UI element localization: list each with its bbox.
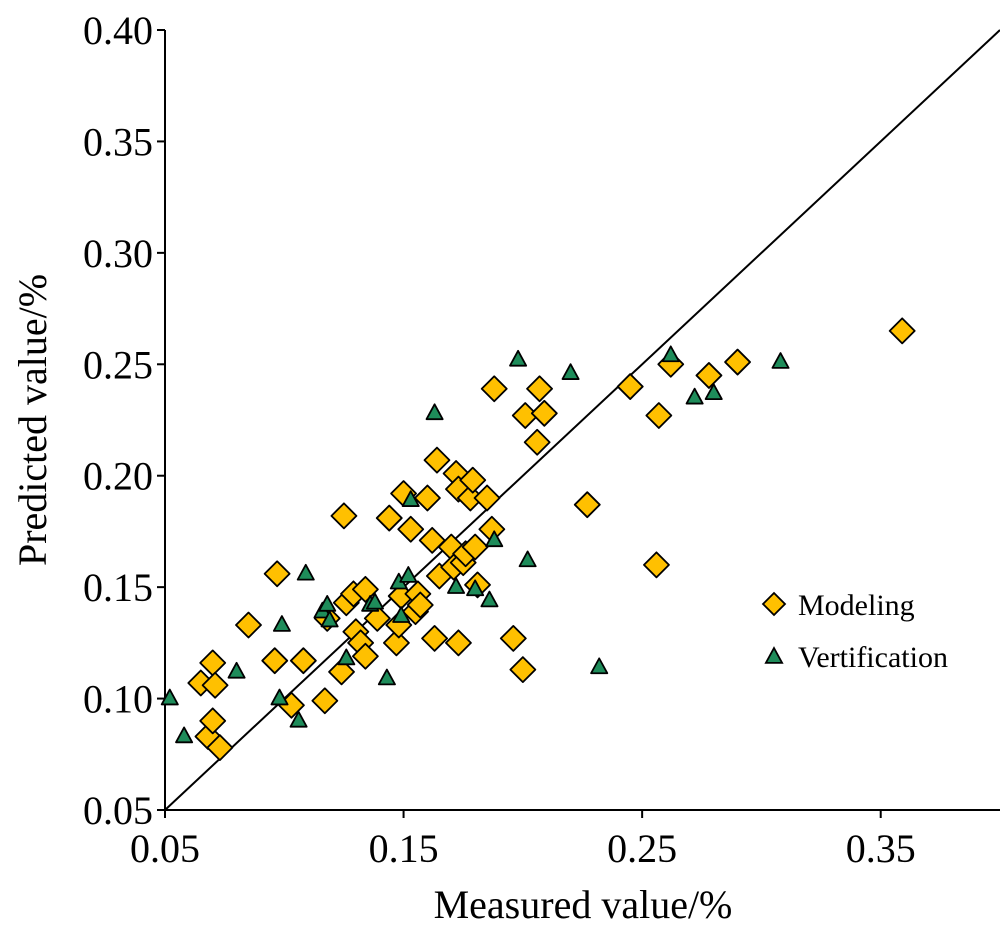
x-tick-label: 0.25 <box>607 826 677 871</box>
vertification-point <box>685 387 704 405</box>
x-tick-label: 0.35 <box>846 826 916 871</box>
y-tick-label: 0.15 <box>83 565 153 610</box>
legend-label-modeling: Modeling <box>798 589 915 622</box>
vertification-point <box>485 530 504 548</box>
vertification-point <box>320 610 339 628</box>
vertification-point <box>399 566 418 583</box>
vertification-point <box>466 579 485 597</box>
modeling-point <box>199 707 227 735</box>
vertification-point <box>509 349 528 367</box>
x-axis-title: Measured value/% <box>434 882 733 927</box>
vertification-point <box>175 726 194 744</box>
reference-line <box>164 29 1000 811</box>
modeling-point <box>206 734 234 761</box>
vertification-point <box>337 648 356 666</box>
y-tick-label: 0.40 <box>83 8 153 53</box>
vertification-point <box>272 615 291 632</box>
vertification-point <box>160 688 179 706</box>
modeling-point <box>473 484 501 512</box>
modeling-point <box>509 656 537 683</box>
modeling-point <box>888 317 916 345</box>
modeling-point <box>616 373 644 400</box>
vertification-point <box>447 577 466 594</box>
modeling-point <box>499 625 527 652</box>
modeling-point <box>530 399 558 427</box>
vertification-point <box>401 490 420 507</box>
modeling-point <box>383 629 410 657</box>
modeling-point <box>459 466 487 494</box>
modeling-point <box>397 515 425 543</box>
modeling-point <box>363 604 391 632</box>
y-tick-label: 0.25 <box>83 342 153 387</box>
modeling-point <box>351 642 379 670</box>
tick-labels-layer: 0.05 0.10 0.15 0.20 0.25 0.30 0.35 0.40 0.05 0.15… <box>83 8 916 871</box>
modeling-point <box>261 647 289 675</box>
y-tick-label: 0.05 <box>83 788 153 833</box>
vertification-point <box>561 363 580 380</box>
legend-label-vertification: Vertification <box>798 641 948 674</box>
vertification-point <box>227 661 246 679</box>
modeling-point <box>201 671 229 699</box>
modeling-point <box>421 625 448 652</box>
modeling-point <box>573 491 601 519</box>
modeling-point <box>643 551 670 579</box>
data-points-layer <box>160 317 916 761</box>
reference-line-layer <box>164 29 1000 811</box>
series-vertification <box>160 345 790 744</box>
modeling-point <box>526 375 553 403</box>
modeling-point <box>289 647 317 675</box>
modeling-point <box>724 348 751 376</box>
x-tick-label: 0.05 <box>130 826 200 871</box>
modeling-point <box>375 504 403 532</box>
vertification-point <box>365 592 384 610</box>
vertification-point <box>590 657 609 675</box>
vertification-point <box>289 710 308 728</box>
x-tick-label: 0.15 <box>369 826 439 871</box>
modeling-point <box>480 375 508 403</box>
modeling-point <box>423 446 451 474</box>
modeling-point <box>328 658 355 686</box>
vertification-point <box>270 688 289 706</box>
vertification-point <box>392 606 411 623</box>
modeling-point <box>414 484 441 512</box>
y-tick-label: 0.20 <box>83 454 153 499</box>
vertification-point <box>518 550 537 568</box>
modeling-point <box>645 402 673 429</box>
vertification-point <box>480 590 499 608</box>
vertification-point <box>377 668 396 686</box>
vertification-point <box>771 352 790 369</box>
modeling-point <box>445 629 472 657</box>
vertification-point <box>318 595 337 612</box>
y-tick-label: 0.35 <box>83 119 153 164</box>
vertification-point <box>704 383 723 401</box>
legend-marker-modeling <box>761 591 787 617</box>
y-tick-label: 0.10 <box>83 677 153 722</box>
legend: Modeling Vertification <box>761 589 948 674</box>
series-modeling <box>187 317 916 761</box>
y-tick-label: 0.30 <box>83 231 153 276</box>
modeling-point <box>523 428 551 456</box>
modeling-point <box>263 560 291 588</box>
legend-diamond-icon <box>761 591 787 617</box>
modeling-point <box>351 575 379 603</box>
vertification-point <box>296 563 315 581</box>
y-axis-title: Predicted value/% <box>10 274 55 566</box>
legend-marker-vertification <box>764 646 784 664</box>
modeling-point <box>199 649 227 677</box>
modeling-point <box>311 687 339 715</box>
vertification-point <box>425 403 444 421</box>
modeling-point <box>235 611 262 639</box>
modeling-point <box>330 502 358 530</box>
vertification-point <box>661 345 680 363</box>
axes <box>157 29 1000 818</box>
modeling-point <box>406 591 434 619</box>
modeling-point <box>461 533 489 561</box>
legend-triangle-icon <box>764 646 784 664</box>
modeling-point <box>695 362 723 389</box>
